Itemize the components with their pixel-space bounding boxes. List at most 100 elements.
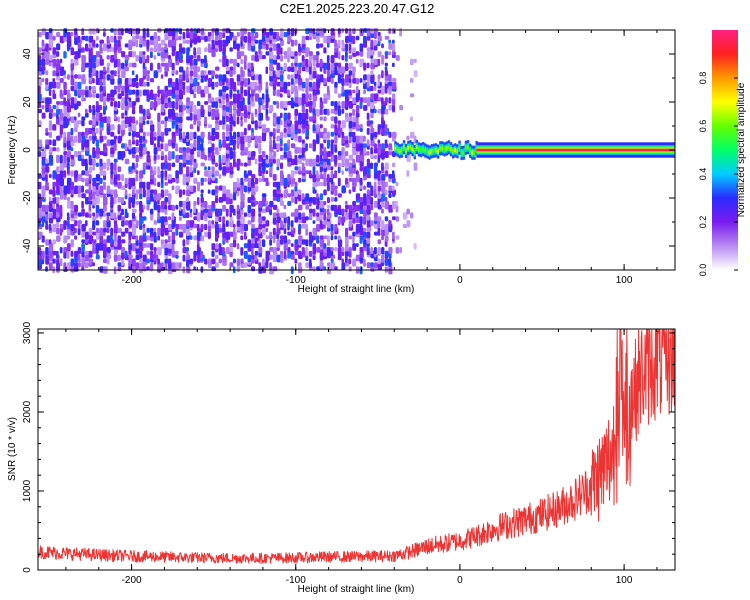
spectrogram-cell <box>395 200 399 207</box>
spectrogram-cell <box>337 162 341 168</box>
snr-trace <box>37 328 676 564</box>
spectrogram-cell <box>233 143 236 151</box>
spectrogram-cell <box>316 28 321 34</box>
spectrogram-cell <box>204 70 207 76</box>
spectrogram-cell <box>305 170 310 175</box>
spectrogram-cell <box>388 74 392 82</box>
spectrogram-cell <box>200 28 205 35</box>
spectrogram-cell <box>384 151 389 158</box>
spectrogram-cell <box>59 108 63 114</box>
spectrogram-cell <box>164 189 169 197</box>
spectrogram-cell <box>222 139 227 148</box>
spectrogram-cell <box>164 62 169 71</box>
spectrogram-cell <box>175 93 180 102</box>
spectrogram-cell <box>345 116 349 122</box>
spectrogram-cell <box>229 31 234 38</box>
spectrogram-cell <box>319 220 323 227</box>
spectrogram-cell <box>359 208 365 214</box>
spectrogram-cell <box>45 204 49 212</box>
spectrogram-cell <box>337 239 343 248</box>
spectrogram-cell <box>265 227 269 233</box>
spectrogram-cell <box>66 243 71 252</box>
spectrogram-cell <box>301 124 306 129</box>
y-tick-label: 2000 <box>22 400 33 423</box>
spectrogram-cell <box>247 158 252 166</box>
spectrogram-cell <box>139 35 144 41</box>
spectrogram-cell <box>168 101 172 108</box>
spectrogram-cell <box>229 131 232 139</box>
spectrogram-cell <box>45 43 49 52</box>
spectrogram-cell <box>261 124 267 129</box>
spectrogram-cell <box>146 70 150 75</box>
spectrogram-cell <box>153 220 158 225</box>
spectrogram-cell <box>402 212 408 220</box>
spectrogram-cell <box>280 74 284 82</box>
spectrogram-cell <box>59 58 63 64</box>
spectrogram-cell <box>283 62 287 71</box>
spectrogram-cell <box>404 148 408 154</box>
spectrogram-cell <box>131 208 137 213</box>
spectrogram-cell <box>283 189 289 197</box>
spectrogram-cell <box>395 55 400 61</box>
spectrogram-cell <box>121 197 125 204</box>
spectrogram-cell <box>178 28 182 35</box>
spectrogram-cell <box>178 74 183 80</box>
spectrogram-cell <box>77 193 81 198</box>
spectrogram-cell <box>95 197 100 204</box>
spectrogram-cell <box>70 258 75 267</box>
spectrogram-cell <box>265 170 269 175</box>
spectrogram-cell <box>193 250 198 257</box>
spectrogram-cell <box>251 131 255 139</box>
spectrogram-cell <box>308 231 312 240</box>
spectrogram-cell <box>218 162 222 171</box>
spectrogram-cell <box>233 81 236 90</box>
spectrogram-cell <box>135 154 139 163</box>
spectrogram-cell <box>95 139 99 148</box>
spectrogram-cell <box>359 58 365 67</box>
spectrogram-cell <box>186 227 190 236</box>
spectrogram-cell <box>168 108 173 118</box>
spectrogram-cell <box>85 197 90 205</box>
spectrogram-cell <box>164 208 168 215</box>
spectrogram-cell <box>204 74 209 81</box>
spectrogram-cell <box>308 212 313 220</box>
spectrogram-cell <box>298 223 302 230</box>
spectrogram-cell <box>88 174 92 181</box>
spectrogram-cell <box>265 127 270 133</box>
spectrogram-cell <box>135 120 139 125</box>
spectrogram-cell <box>157 112 161 121</box>
spectrogram-cell <box>175 154 180 163</box>
spectrogram-cell <box>308 35 312 41</box>
spectrogram-cell <box>348 101 353 109</box>
spectrogram-cell <box>312 227 318 237</box>
spectrogram-cell <box>189 131 194 140</box>
spectrogram-cell <box>63 104 68 111</box>
spectrogram-cell <box>352 243 357 251</box>
spectrogram-cell <box>287 89 290 97</box>
spectrogram-cell <box>157 120 161 129</box>
spectrogram-cell <box>316 62 320 68</box>
y-tick-label: 3000 <box>22 321 33 344</box>
spectrogram-cell <box>124 104 129 111</box>
spectrogram-cell <box>74 51 79 55</box>
spectrogram-cell <box>316 170 319 177</box>
spectrogram-cell <box>218 258 222 264</box>
spectrogram-cell <box>48 139 52 146</box>
spectrogram-cell <box>121 231 126 237</box>
spectrogram-cell <box>240 200 245 209</box>
spectrogram-cell <box>280 131 284 139</box>
spectrogram-cell <box>215 35 219 42</box>
spectrogram-cell <box>85 112 89 118</box>
spectrogram-cell <box>131 104 136 110</box>
spectrogram-cell <box>272 116 278 124</box>
spectrogram-cell <box>366 151 370 156</box>
spectrogram-cell <box>388 151 393 156</box>
spectrogram-cell <box>175 89 180 95</box>
spectrogram-cell <box>77 135 82 144</box>
spectrogram-cell <box>247 31 251 38</box>
spectrogram-cell <box>139 151 143 157</box>
spectrogram-cell <box>294 185 298 192</box>
spectrogram-cell <box>218 154 222 163</box>
spectrogram-cell <box>345 227 349 236</box>
spectrogram-cell <box>355 204 361 212</box>
